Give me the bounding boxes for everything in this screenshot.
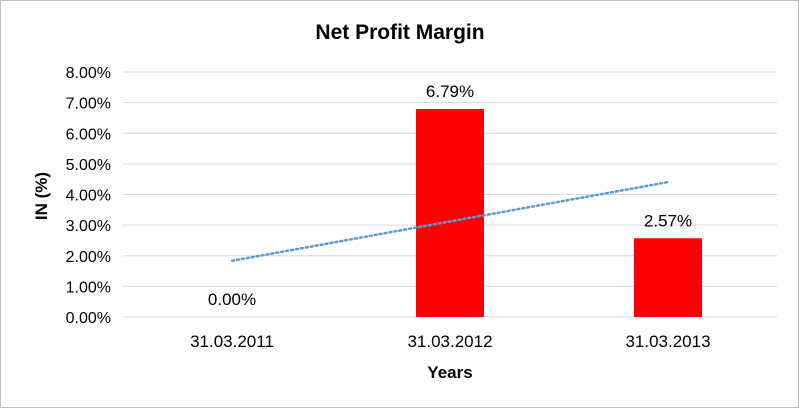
data-label: 6.79% (426, 82, 474, 101)
data-label: 2.57% (644, 211, 692, 230)
y-tick-label: 0.00% (66, 310, 111, 327)
y-tick-label: 3.00% (66, 218, 111, 235)
x-category-label: 31.03.2011 (190, 332, 274, 351)
x-axis-categories: 31.03.2011 31.03.2012 31.03.2013 (190, 332, 710, 351)
chart-title: Net Profit Margin (315, 21, 484, 44)
y-tick-label: 6.00% (66, 126, 111, 143)
y-tick-label: 2.00% (66, 249, 111, 266)
trendline-layer (230, 180, 670, 263)
y-tick-label: 5.00% (66, 157, 111, 174)
data-labels: 0.00% 6.79% 2.57% (208, 82, 692, 309)
x-category-label: 31.03.2012 (407, 332, 492, 351)
y-tick-label: 8.00% (66, 65, 111, 82)
trendline (230, 180, 670, 263)
data-label: 0.00% (208, 290, 256, 309)
x-axis-title: Years (427, 363, 472, 382)
bars (416, 109, 702, 318)
y-tick-label: 4.00% (66, 188, 111, 205)
x-category-label: 31.03.2013 (625, 332, 710, 351)
y-axis-title: IN (%) (32, 172, 51, 220)
y-tick-label: 7.00% (66, 96, 111, 113)
y-axis-ticks: 0.00% 1.00% 2.00% 3.00% 4.00% 5.00% 6.00% 7.00%… (66, 65, 111, 327)
bar (416, 109, 484, 318)
y-tick-label: 1.00% (66, 279, 111, 296)
bar (634, 238, 702, 317)
